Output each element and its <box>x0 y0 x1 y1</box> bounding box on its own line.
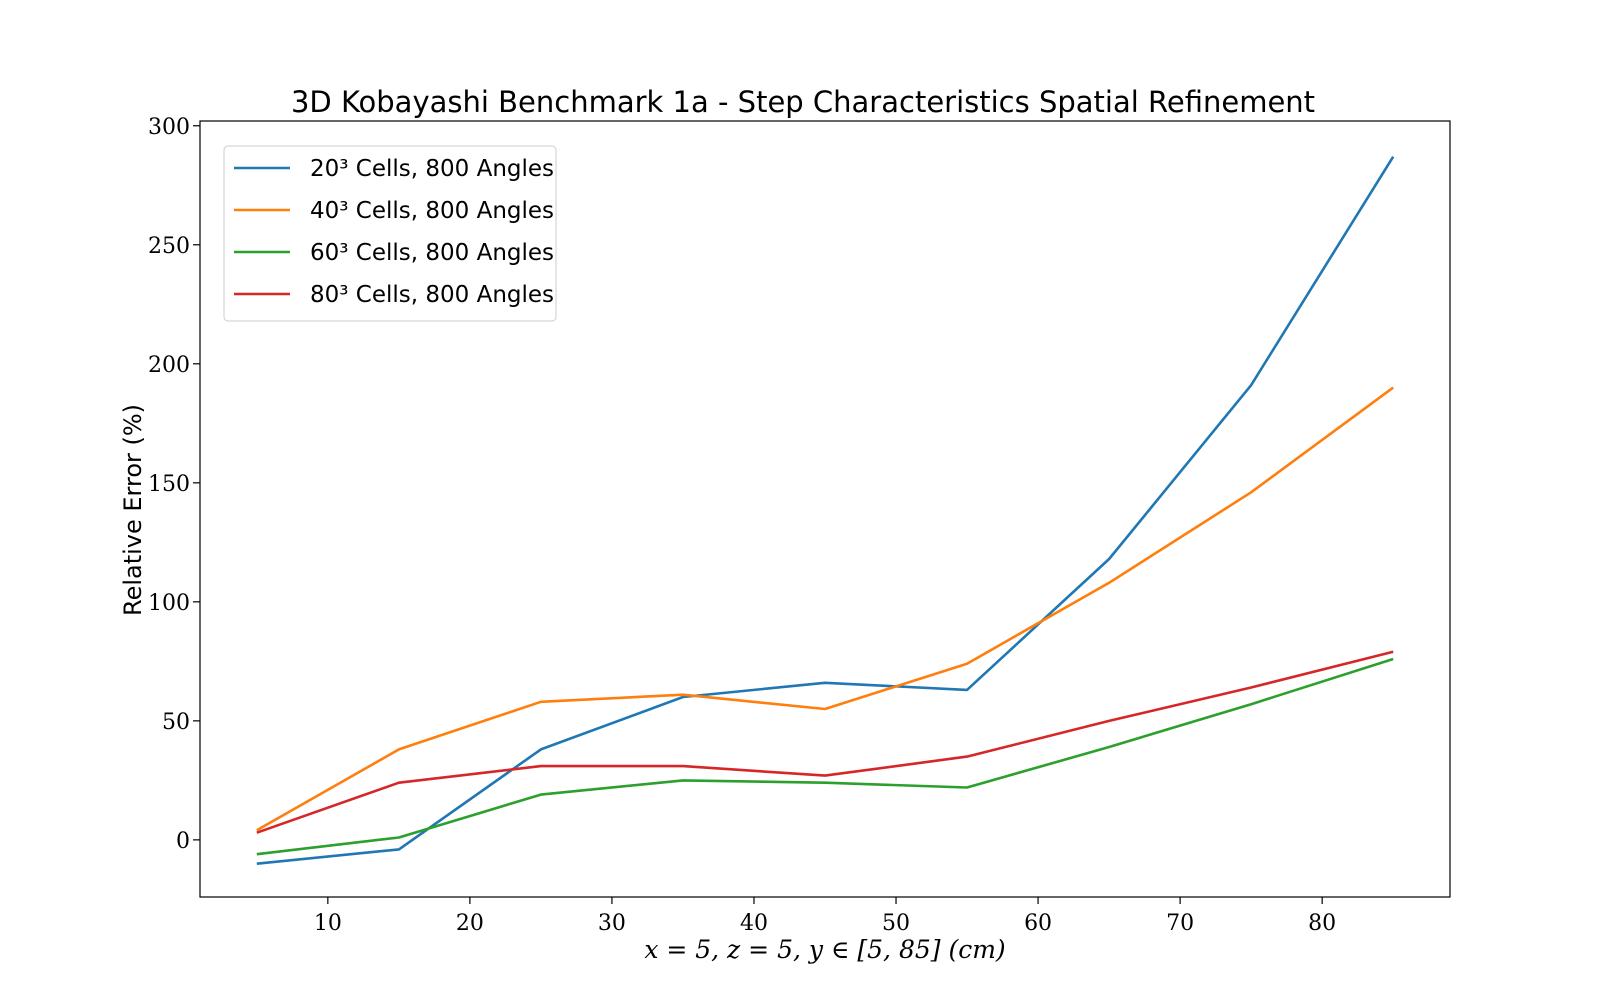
legend-box <box>223 145 557 322</box>
y-tick-label: 150 <box>148 472 190 497</box>
x-tick-label: 60 <box>1024 911 1052 936</box>
legend: 20³ Cells, 800 Angles 40³ Cells, 800 Angl… <box>223 145 557 322</box>
x-axis-ticks: 10 20 30 40 50 60 70 80 <box>314 897 1336 936</box>
legend-label-1: 20³ Cells, 800 Angles <box>310 156 554 182</box>
y-axis-label: Relative Error (%) <box>119 404 147 616</box>
series-line-1 <box>256 156 1395 865</box>
y-tick-label: 0 <box>176 829 190 854</box>
y-tick-label: 300 <box>148 115 190 140</box>
x-tick-label: 20 <box>456 911 484 936</box>
plot-frame <box>199 120 1451 898</box>
legend-items: 20³ Cells, 800 Angles 40³ Cells, 800 Angl… <box>234 156 554 308</box>
y-tick-label: 100 <box>148 591 190 616</box>
y-tick-label: 250 <box>148 234 190 259</box>
series-line-2 <box>256 386 1394 832</box>
x-tick-label: 80 <box>1308 911 1336 936</box>
y-tick-label: 50 <box>162 710 190 735</box>
y-axis-ticks: 0 50 100 150 200 250 300 <box>148 115 200 854</box>
x-tick-label: 10 <box>314 911 342 936</box>
series-line-4 <box>256 650 1394 834</box>
legend-label-4: 80³ Cells, 800 Angles <box>310 282 554 308</box>
series-line-3 <box>256 657 1394 856</box>
series-layer <box>256 156 1395 865</box>
x-axis-label: x = 5, z = 5, y ∈ [5, 85] (cm) <box>644 935 1005 964</box>
y-tick-label: 200 <box>148 353 190 378</box>
x-tick-label: 50 <box>882 911 910 936</box>
legend-label-3: 60³ Cells, 800 Angles <box>310 240 554 266</box>
x-tick-label: 30 <box>598 911 626 936</box>
plot-area: 10 20 30 40 50 60 70 80 0 50 100 150 200 250 300 <box>148 115 1451 936</box>
chart-title: 3D Kobayashi Benchmark 1a - Step Charact… <box>291 85 1315 119</box>
x-tick-label: 40 <box>740 911 768 936</box>
x-tick-label: 70 <box>1166 911 1194 936</box>
legend-label-2: 40³ Cells, 800 Angles <box>310 198 554 224</box>
